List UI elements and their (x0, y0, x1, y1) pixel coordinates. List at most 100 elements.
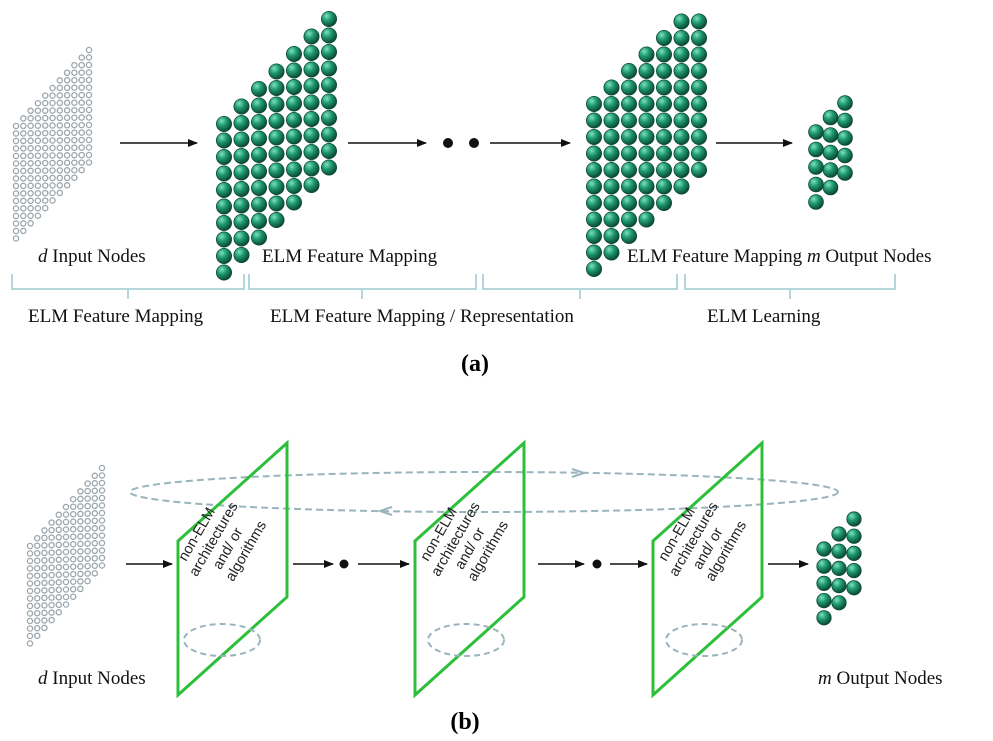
input-node (26, 557, 34, 565)
input-node (77, 578, 84, 585)
input-node (85, 46, 93, 54)
neuron-node (621, 194, 638, 211)
input-node (48, 526, 55, 534)
neuron-node (846, 528, 862, 544)
neuron-node (268, 162, 285, 179)
input-node (62, 578, 70, 586)
input-node (41, 197, 49, 204)
input-node (12, 160, 20, 167)
neuron-node (250, 146, 267, 163)
input-node (20, 190, 27, 197)
neuron-node (603, 128, 620, 145)
input-node (91, 555, 99, 562)
neuron-node (233, 98, 250, 115)
input-node (56, 174, 64, 182)
input-node (41, 122, 49, 129)
input-node (20, 167, 27, 175)
neuron-node (586, 178, 603, 195)
neuron-node (250, 97, 267, 114)
neuron-node (303, 127, 320, 144)
input-node (91, 510, 99, 517)
neuron-node (656, 145, 673, 162)
neuron-node (638, 79, 655, 96)
input-node (91, 547, 99, 555)
input-node (20, 145, 27, 152)
neuron-node (233, 164, 250, 181)
input-node (33, 549, 41, 557)
input-node (33, 542, 41, 549)
neuron-node (816, 610, 832, 626)
input-node (12, 145, 20, 152)
neuron-node (656, 79, 673, 96)
hidden-layer-2-grid (586, 13, 708, 277)
input-node (33, 587, 41, 594)
neuron-node (586, 112, 603, 129)
neuron-node (586, 194, 603, 211)
input-node (84, 502, 91, 510)
input-node (55, 601, 63, 609)
neuron-node (285, 177, 302, 194)
neuron-node (846, 562, 862, 579)
input-node (84, 510, 91, 517)
neuron-node (656, 128, 673, 145)
input-node (71, 61, 78, 69)
neuron-node (603, 194, 620, 211)
input-node (84, 562, 91, 570)
neuron-node (268, 195, 285, 212)
input-node (85, 61, 93, 69)
input-node (33, 602, 41, 609)
input-node (20, 175, 27, 182)
neuron-node (831, 560, 847, 577)
neuron-node (233, 180, 250, 197)
input-node (78, 106, 85, 114)
neuron-node (233, 147, 250, 164)
non-elm-text: non-ELM architectures and/ or algorithms (414, 488, 516, 597)
input-node (33, 534, 41, 542)
input-node (41, 137, 49, 144)
input-node (98, 472, 106, 479)
neuron-node (268, 96, 285, 113)
neuron-node (638, 178, 655, 195)
input-node (69, 593, 77, 600)
input-node (71, 136, 78, 144)
input-node (98, 464, 106, 472)
input-node (71, 159, 78, 166)
neuron-node (638, 128, 655, 145)
local-loop (427, 623, 505, 657)
input-node (27, 182, 34, 190)
input-node (20, 122, 27, 130)
input-node (34, 129, 42, 137)
neuron-node (303, 94, 320, 111)
input-node (48, 594, 55, 601)
brace-1 (11, 274, 245, 299)
neuron-node (268, 178, 285, 195)
input-node (77, 488, 84, 495)
input-node (26, 610, 34, 617)
input-node (27, 145, 34, 152)
input-node (55, 556, 63, 564)
input-node (41, 617, 48, 624)
input-node (41, 99, 49, 107)
input-node-grid (12, 46, 93, 242)
neuron-node (215, 132, 232, 149)
input-node (55, 519, 63, 526)
input-node (33, 579, 41, 587)
input-node (56, 144, 64, 152)
input-node (71, 129, 78, 136)
input-node (20, 160, 27, 167)
neuron-node (638, 211, 655, 228)
neuron-node (268, 211, 285, 228)
neuron-node (691, 46, 708, 63)
neuron-node (831, 577, 847, 594)
input-node (62, 556, 70, 563)
neuron-node (268, 129, 285, 146)
input-node (69, 518, 77, 525)
input-node (63, 137, 71, 144)
input-node (34, 167, 42, 174)
neuron-node (638, 145, 655, 162)
input-node (77, 503, 84, 510)
input-node (85, 84, 93, 91)
input-node (27, 122, 34, 130)
input-node (56, 107, 64, 114)
input-node (27, 175, 34, 182)
